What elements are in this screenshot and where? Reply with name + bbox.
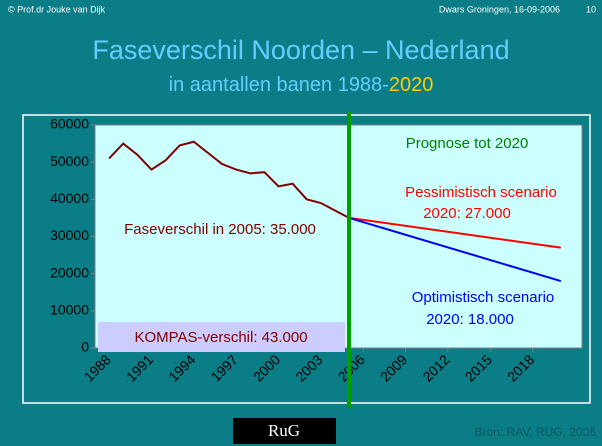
annotation: Pessimistisch scenario xyxy=(405,184,557,201)
event: Dwars Groningen, 16-09-2006 xyxy=(439,4,560,14)
chart-frame xyxy=(22,114,591,404)
annotation: 2020: 27.000 xyxy=(423,205,511,222)
y-tick-label: 10000 xyxy=(50,302,89,318)
source: Bron: RAV, RUG, 2006 xyxy=(475,425,597,439)
annotation: Optimistisch scenario xyxy=(412,289,555,306)
chart-subtitle: in aantallen banen 1988-2020 xyxy=(169,74,434,96)
kompas-box xyxy=(98,322,345,352)
annotation: Prognose tot 2020 xyxy=(406,135,529,152)
series-line xyxy=(108,140,350,219)
y-tick-label: 20000 xyxy=(50,264,89,280)
series-line xyxy=(348,216,562,283)
subtitle-text: in aantallen banen 1988- xyxy=(169,74,389,96)
subtitle-highlight: 2020 xyxy=(389,74,434,96)
y-tick-label: 50000 xyxy=(50,153,89,169)
y-tick-label: 30000 xyxy=(50,227,89,243)
plot-area xyxy=(94,124,583,349)
logo-box xyxy=(233,418,336,444)
logo: RuG xyxy=(268,421,300,440)
y-tick-label: 0 xyxy=(81,339,89,355)
annotation: Faseverschil in 2005: 35.000 xyxy=(124,221,316,238)
slide-number: 10 xyxy=(586,4,596,14)
annotation: 2020: 18.000 xyxy=(426,311,514,328)
annotation: KOMPAS-verschil: 43.000 xyxy=(134,329,307,346)
chart-title: Faseverschil Noorden – Nederland xyxy=(92,35,509,65)
y-tick-label: 40000 xyxy=(50,190,89,206)
series-line xyxy=(348,216,561,249)
y-tick-label: 60000 xyxy=(50,116,89,132)
author: © Prof.dr Jouke van Dijk xyxy=(8,4,106,14)
